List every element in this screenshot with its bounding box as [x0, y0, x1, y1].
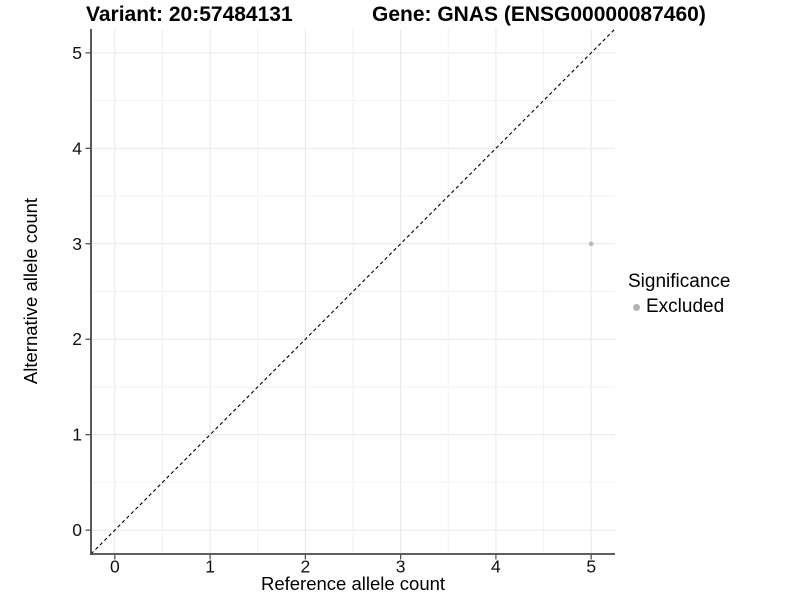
x-axis-title: Reference allele count	[260, 573, 446, 594]
identity-line	[90, 28, 616, 555]
data-point	[588, 241, 594, 247]
plot-title-gene: Gene: GNAS (ENSG00000087460)	[372, 3, 706, 26]
x-tick-label: 0	[110, 557, 120, 577]
x-tick-label: 3	[396, 557, 406, 577]
y-tick-label: 0	[72, 520, 82, 540]
y-tick-label: 4	[72, 138, 82, 158]
y-tick-label: 5	[72, 43, 82, 63]
legend-entry-label: Excluded	[646, 296, 725, 317]
legend: Significance Excluded	[628, 271, 730, 318]
y-tick-label: 3	[72, 234, 82, 254]
x-tick-label: 2	[300, 557, 310, 577]
legend-title: Significance	[628, 271, 731, 292]
x-tick-label: 5	[586, 557, 596, 577]
legend-entry-excluded: Excluded	[628, 296, 730, 318]
legend-point-icon	[633, 303, 640, 311]
x-tick-label: 4	[491, 557, 501, 577]
y-axis-title: Alternative allele count	[20, 197, 41, 385]
y-tick-label: 1	[72, 425, 82, 445]
x-tick-label: 1	[205, 557, 215, 577]
y-tick-label: 2	[72, 329, 82, 349]
plot-title-variant: Variant: 20:57484131	[86, 3, 293, 26]
